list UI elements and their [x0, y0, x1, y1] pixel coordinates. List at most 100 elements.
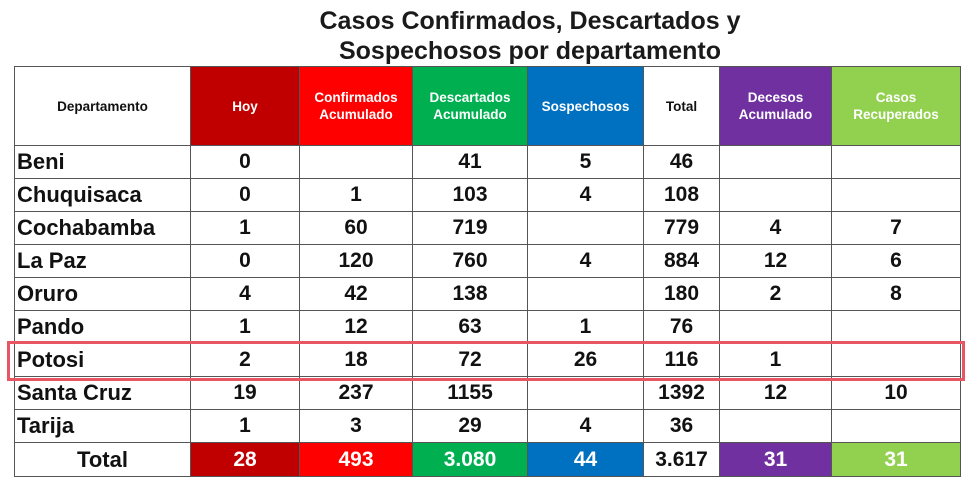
table-row-total: Total 28 493 3.080 44 3.617 31 31	[14, 442, 961, 477]
cell-total: 1392	[643, 376, 720, 410]
cell-descartados: 1155	[412, 376, 528, 410]
cell-total: 116	[643, 343, 720, 377]
cell-total: 36	[643, 409, 720, 443]
chart-title: Casos Confirmados, Descartados y Sospech…	[200, 6, 860, 66]
title-line-2: Sospechosos por departamento	[338, 37, 722, 65]
cell-confirmados: 237	[299, 376, 413, 410]
cell-total-total: 3.617	[643, 442, 720, 477]
cell-descartados: 760	[412, 244, 528, 278]
cell-recuperados	[831, 343, 961, 377]
cell-sospechosos	[527, 277, 644, 311]
cell-total-decesos: 31	[719, 442, 832, 477]
cell-recuperados: 8	[831, 277, 961, 311]
cell-decesos: 2	[719, 277, 832, 311]
header-total: Total	[643, 66, 720, 146]
cell-hoy: 1	[190, 310, 300, 344]
cell-recuperados: 10	[831, 376, 961, 410]
cell-sospechosos: 4	[527, 178, 644, 212]
cell-total: 884	[643, 244, 720, 278]
cell-confirmados: 1	[299, 178, 413, 212]
cell-total: 180	[643, 277, 720, 311]
header-recuperados: Casos Recuperados	[831, 66, 961, 146]
cell-sospechosos: 4	[527, 409, 644, 443]
cell-department: Pando	[14, 310, 191, 344]
cell-descartados: 63	[412, 310, 528, 344]
header-hoy: Hoy	[190, 66, 300, 146]
cell-hoy: 0	[190, 178, 300, 212]
table-row-cochabamba: Cochabamba 1 60 719 779 4 7	[14, 211, 961, 245]
cell-total: 76	[643, 310, 720, 344]
cell-confirmados	[299, 145, 413, 179]
cell-hoy: 0	[190, 244, 300, 278]
cell-decesos	[719, 145, 832, 179]
table-row-pando: Pando 1 12 63 1 76	[14, 310, 961, 344]
table-row-santa-cruz: Santa Cruz 19 237 1155 1392 12 10	[14, 376, 961, 410]
cell-total-descartados: 3.080	[412, 442, 528, 477]
cell-descartados: 719	[412, 211, 528, 245]
cell-confirmados: 120	[299, 244, 413, 278]
cell-confirmados: 12	[299, 310, 413, 344]
cell-sospechosos	[527, 211, 644, 245]
cell-descartados: 138	[412, 277, 528, 311]
cell-confirmados: 18	[299, 343, 413, 377]
cell-hoy: 19	[190, 376, 300, 410]
cell-recuperados	[831, 409, 961, 443]
cell-total-recuperados: 31	[831, 442, 961, 477]
cell-total: 108	[643, 178, 720, 212]
cell-department: Oruro	[14, 277, 191, 311]
cell-sospechosos: 5	[527, 145, 644, 179]
cell-department: Tarija	[14, 409, 191, 443]
header-departamento: Departamento	[14, 66, 191, 146]
cell-hoy: 2	[190, 343, 300, 377]
cell-sospechosos	[527, 376, 644, 410]
cell-decesos	[719, 310, 832, 344]
cell-recuperados: 7	[831, 211, 961, 245]
cell-decesos	[719, 409, 832, 443]
table-row-potosi: Potosi 2 18 72 26 116 1	[14, 343, 961, 377]
table-row-chuquisaca: Chuquisaca 0 1 103 4 108	[14, 178, 961, 212]
cell-descartados: 103	[412, 178, 528, 212]
cell-total-label: Total	[14, 442, 191, 477]
header-sospechosos: Sospechosos	[527, 66, 644, 146]
cell-total: 779	[643, 211, 720, 245]
cell-department: Potosi	[14, 343, 191, 377]
header-confirmados: Confirmados Acumulado	[299, 66, 413, 146]
table-body: Beni 0 41 5 46 Chuquisaca 0 1 103 4 108 Cochabamba 1…	[14, 145, 961, 477]
cell-department: Chuquisaca	[14, 178, 191, 212]
cell-recuperados	[831, 178, 961, 212]
cell-sospechosos: 26	[527, 343, 644, 377]
cell-department: Beni	[14, 145, 191, 179]
cell-department: Santa Cruz	[14, 376, 191, 410]
cell-confirmados: 60	[299, 211, 413, 245]
cell-confirmados: 3	[299, 409, 413, 443]
table-row-tarija: Tarija 1 3 29 4 36	[14, 409, 961, 443]
cell-decesos	[719, 178, 832, 212]
cell-recuperados: 6	[831, 244, 961, 278]
cell-total: 46	[643, 145, 720, 179]
cell-descartados: 72	[412, 343, 528, 377]
cell-hoy: 1	[190, 409, 300, 443]
table-row-la-paz: La Paz 0 120 760 4 884 12 6	[14, 244, 961, 278]
cell-decesos: 4	[719, 211, 832, 245]
title-line-1: Casos Confirmados, Descartados y	[319, 7, 741, 35]
header-descartados: Descartados Acumulado	[412, 66, 528, 146]
cell-department: La Paz	[14, 244, 191, 278]
cell-sospechosos: 4	[527, 244, 644, 278]
cell-recuperados	[831, 145, 961, 179]
table-row-beni: Beni 0 41 5 46	[14, 145, 961, 179]
cell-decesos: 1	[719, 343, 832, 377]
cell-sospechosos: 1	[527, 310, 644, 344]
cell-total-sospechosos: 44	[527, 442, 644, 477]
cell-total-confirmados: 493	[299, 442, 413, 477]
cell-decesos: 12	[719, 244, 832, 278]
cell-hoy: 0	[190, 145, 300, 179]
cases-table: Departamento Hoy Confirmados Acumulado Desc…	[14, 66, 961, 477]
header-decesos: Decesos Acumulado	[719, 66, 832, 146]
cell-decesos: 12	[719, 376, 832, 410]
table-row-oruro: Oruro 4 42 138 180 2 8	[14, 277, 961, 311]
cell-recuperados	[831, 310, 961, 344]
cell-department: Cochabamba	[14, 211, 191, 245]
cell-total-hoy: 28	[190, 442, 300, 477]
cell-hoy: 1	[190, 211, 300, 245]
cell-descartados: 29	[412, 409, 528, 443]
